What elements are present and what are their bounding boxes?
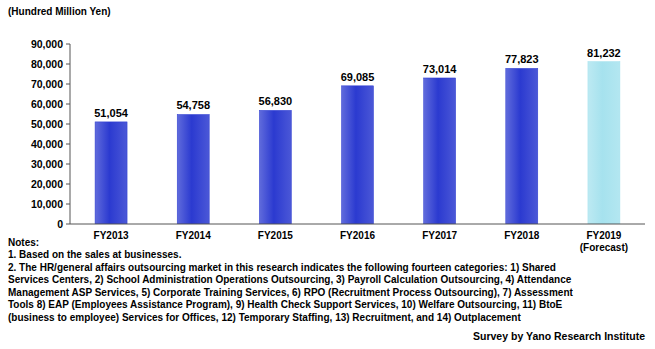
y-tick: [66, 184, 70, 185]
y-tick: [66, 84, 70, 85]
note: Management ASP Services, 5) Corporate Tr…: [8, 287, 573, 298]
x-tick-label: FY2015: [258, 230, 293, 241]
x-tick-label: FY2013: [94, 230, 129, 241]
x-tick-label: FY2018: [504, 230, 539, 241]
x-tick-label-line: FY2013: [94, 230, 129, 241]
y-tick-label: 60,000: [31, 98, 63, 110]
y-tick-label: 80,000: [31, 58, 63, 70]
x-tick-label-line: FY2014: [176, 230, 211, 241]
x-tick-label-line: FY2017: [422, 230, 457, 241]
note: 1. Based on the sales at businesses.: [8, 249, 182, 260]
data-label: 77,823: [505, 53, 539, 65]
bar: [506, 68, 538, 224]
x-tick-label-line: FY2019: [586, 230, 621, 241]
note: 2. The HR/general affairs outsourcing ma…: [8, 262, 556, 273]
y-tick-label: 20,000: [31, 178, 63, 190]
bar: [259, 110, 291, 224]
bar: [342, 86, 374, 224]
y-tick-label: 50,000: [31, 118, 63, 130]
y-tick-label: 10,000: [31, 198, 63, 210]
x-tick-label: FY2017: [422, 230, 457, 241]
chart: (Hundred Million Yen) 0 10,000 20,000 30,000…: [0, 0, 655, 349]
notes: Notes:1. Based on the sales at businesse…: [8, 237, 573, 323]
bar: [424, 78, 456, 224]
bars: [95, 62, 620, 224]
y-tick: [66, 104, 70, 105]
x-tick-label-line: (Forecast): [580, 242, 628, 253]
note: Notes:: [8, 237, 39, 248]
source: Survey by Yano Research Institute: [473, 330, 645, 342]
data-label: 51,054: [94, 107, 129, 119]
y-tick-label: 40,000: [31, 138, 63, 150]
y-tick: [66, 124, 70, 125]
y-tick: [66, 44, 70, 45]
y-axis-label: (Hundred Million Yen): [8, 6, 111, 17]
y-tick-label: 0: [57, 218, 63, 230]
data-labels: 51,054 54,758 56,830 69,085 73,014 77,823 81,2…: [94, 47, 621, 119]
data-label: 69,085: [341, 71, 375, 83]
y-tick: [66, 224, 70, 225]
note: (business to employee) Services for Offi…: [8, 312, 521, 323]
note: Services Centers, 2) School Administrati…: [8, 274, 572, 285]
y-tick-label: 90,000: [31, 38, 63, 50]
x-tick-label: FY2014: [176, 230, 211, 241]
y-tick-label: 30,000: [31, 158, 63, 170]
data-label: 54,758: [176, 99, 210, 111]
bar: [177, 114, 209, 224]
x-tick-label: FY2016: [340, 230, 375, 241]
x-tick-label-line: FY2016: [340, 230, 375, 241]
x-axis-line: [70, 224, 645, 225]
bar: [95, 122, 127, 224]
x-tick-label-line: FY2015: [258, 230, 293, 241]
y-axis: 0 10,000 20,000 30,000 40,000 50,000 60,000 70,…: [31, 38, 70, 230]
bar: [588, 62, 620, 224]
data-label: 81,232: [587, 47, 621, 59]
data-label: 56,830: [259, 95, 293, 107]
data-label: 73,014: [423, 63, 458, 75]
y-tick: [66, 204, 70, 205]
y-tick-label: 70,000: [31, 78, 63, 90]
y-axis-line: [70, 44, 71, 224]
note: Tools 8) EAP (Employees Assistance Progr…: [8, 299, 563, 310]
x-tick-label: FY2019(Forecast): [580, 230, 628, 253]
y-tick: [66, 164, 70, 165]
y-tick: [66, 64, 70, 65]
y-tick: [66, 144, 70, 145]
x-tick-label-line: FY2018: [504, 230, 539, 241]
